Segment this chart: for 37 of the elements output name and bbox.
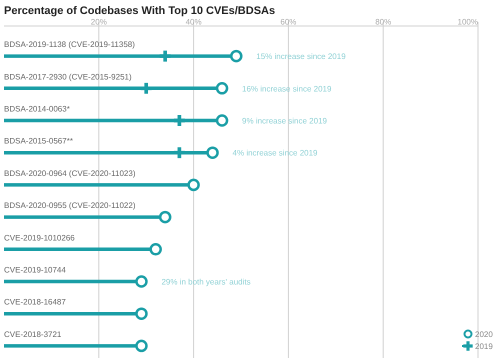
y-tick-label: CVE-2018-3721 <box>4 330 62 339</box>
x-tick-label: 20% <box>90 18 107 27</box>
chart-title: Percentage of Codebases With Top 10 CVEs/BDSAs <box>4 5 276 17</box>
y-tick-label: BDSA-2019-1138 (CVE-2019-11358) <box>4 40 136 50</box>
point <box>187 178 200 192</box>
point <box>174 147 185 158</box>
y-tick-label: BDSA-2015-0567** <box>4 136 73 146</box>
point <box>135 307 148 320</box>
y-tick-label: BDSA-2020-0955 (CVE-2020-11022) <box>4 201 136 210</box>
point <box>158 210 172 224</box>
y-tick-label: BDSA-2017-2930 (CVE-2015-9251) <box>4 72 132 82</box>
y-tick-label: CVE-2019-1010266 <box>4 233 76 242</box>
x-tick-label: 40% <box>186 18 202 27</box>
y-tick-label: BDSA-2020-0964 (CVE-2020-11023) <box>4 168 136 178</box>
annotation: 9% increase since 2019 <box>242 116 328 126</box>
legend-label: 2020 <box>475 330 494 339</box>
point <box>135 340 148 352</box>
annotation: 4% increase since 2019 <box>232 148 318 158</box>
point <box>174 115 185 126</box>
point <box>206 146 219 159</box>
point <box>216 82 228 95</box>
point <box>149 243 162 256</box>
y-tick-label: CVE-2019-10744 <box>4 266 66 274</box>
x-tick-label: 60% <box>280 18 296 27</box>
point <box>230 50 243 62</box>
point <box>216 114 228 127</box>
x-tick-label: 80% <box>375 18 392 27</box>
x-tick-label: 100% <box>458 18 478 27</box>
annotation: 15% increase since 2019 <box>256 52 346 62</box>
legend-label: 2019 <box>475 342 494 351</box>
y-tick-label: BDSA-2014-0063* <box>4 104 70 114</box>
annotation: 16% increase since 2019 <box>242 84 332 94</box>
point <box>160 50 171 62</box>
point <box>140 82 152 94</box>
point <box>135 275 148 288</box>
y-tick-label: CVE-2018-16487 <box>4 298 66 307</box>
annotation: 29% in both years' audits <box>161 278 251 286</box>
